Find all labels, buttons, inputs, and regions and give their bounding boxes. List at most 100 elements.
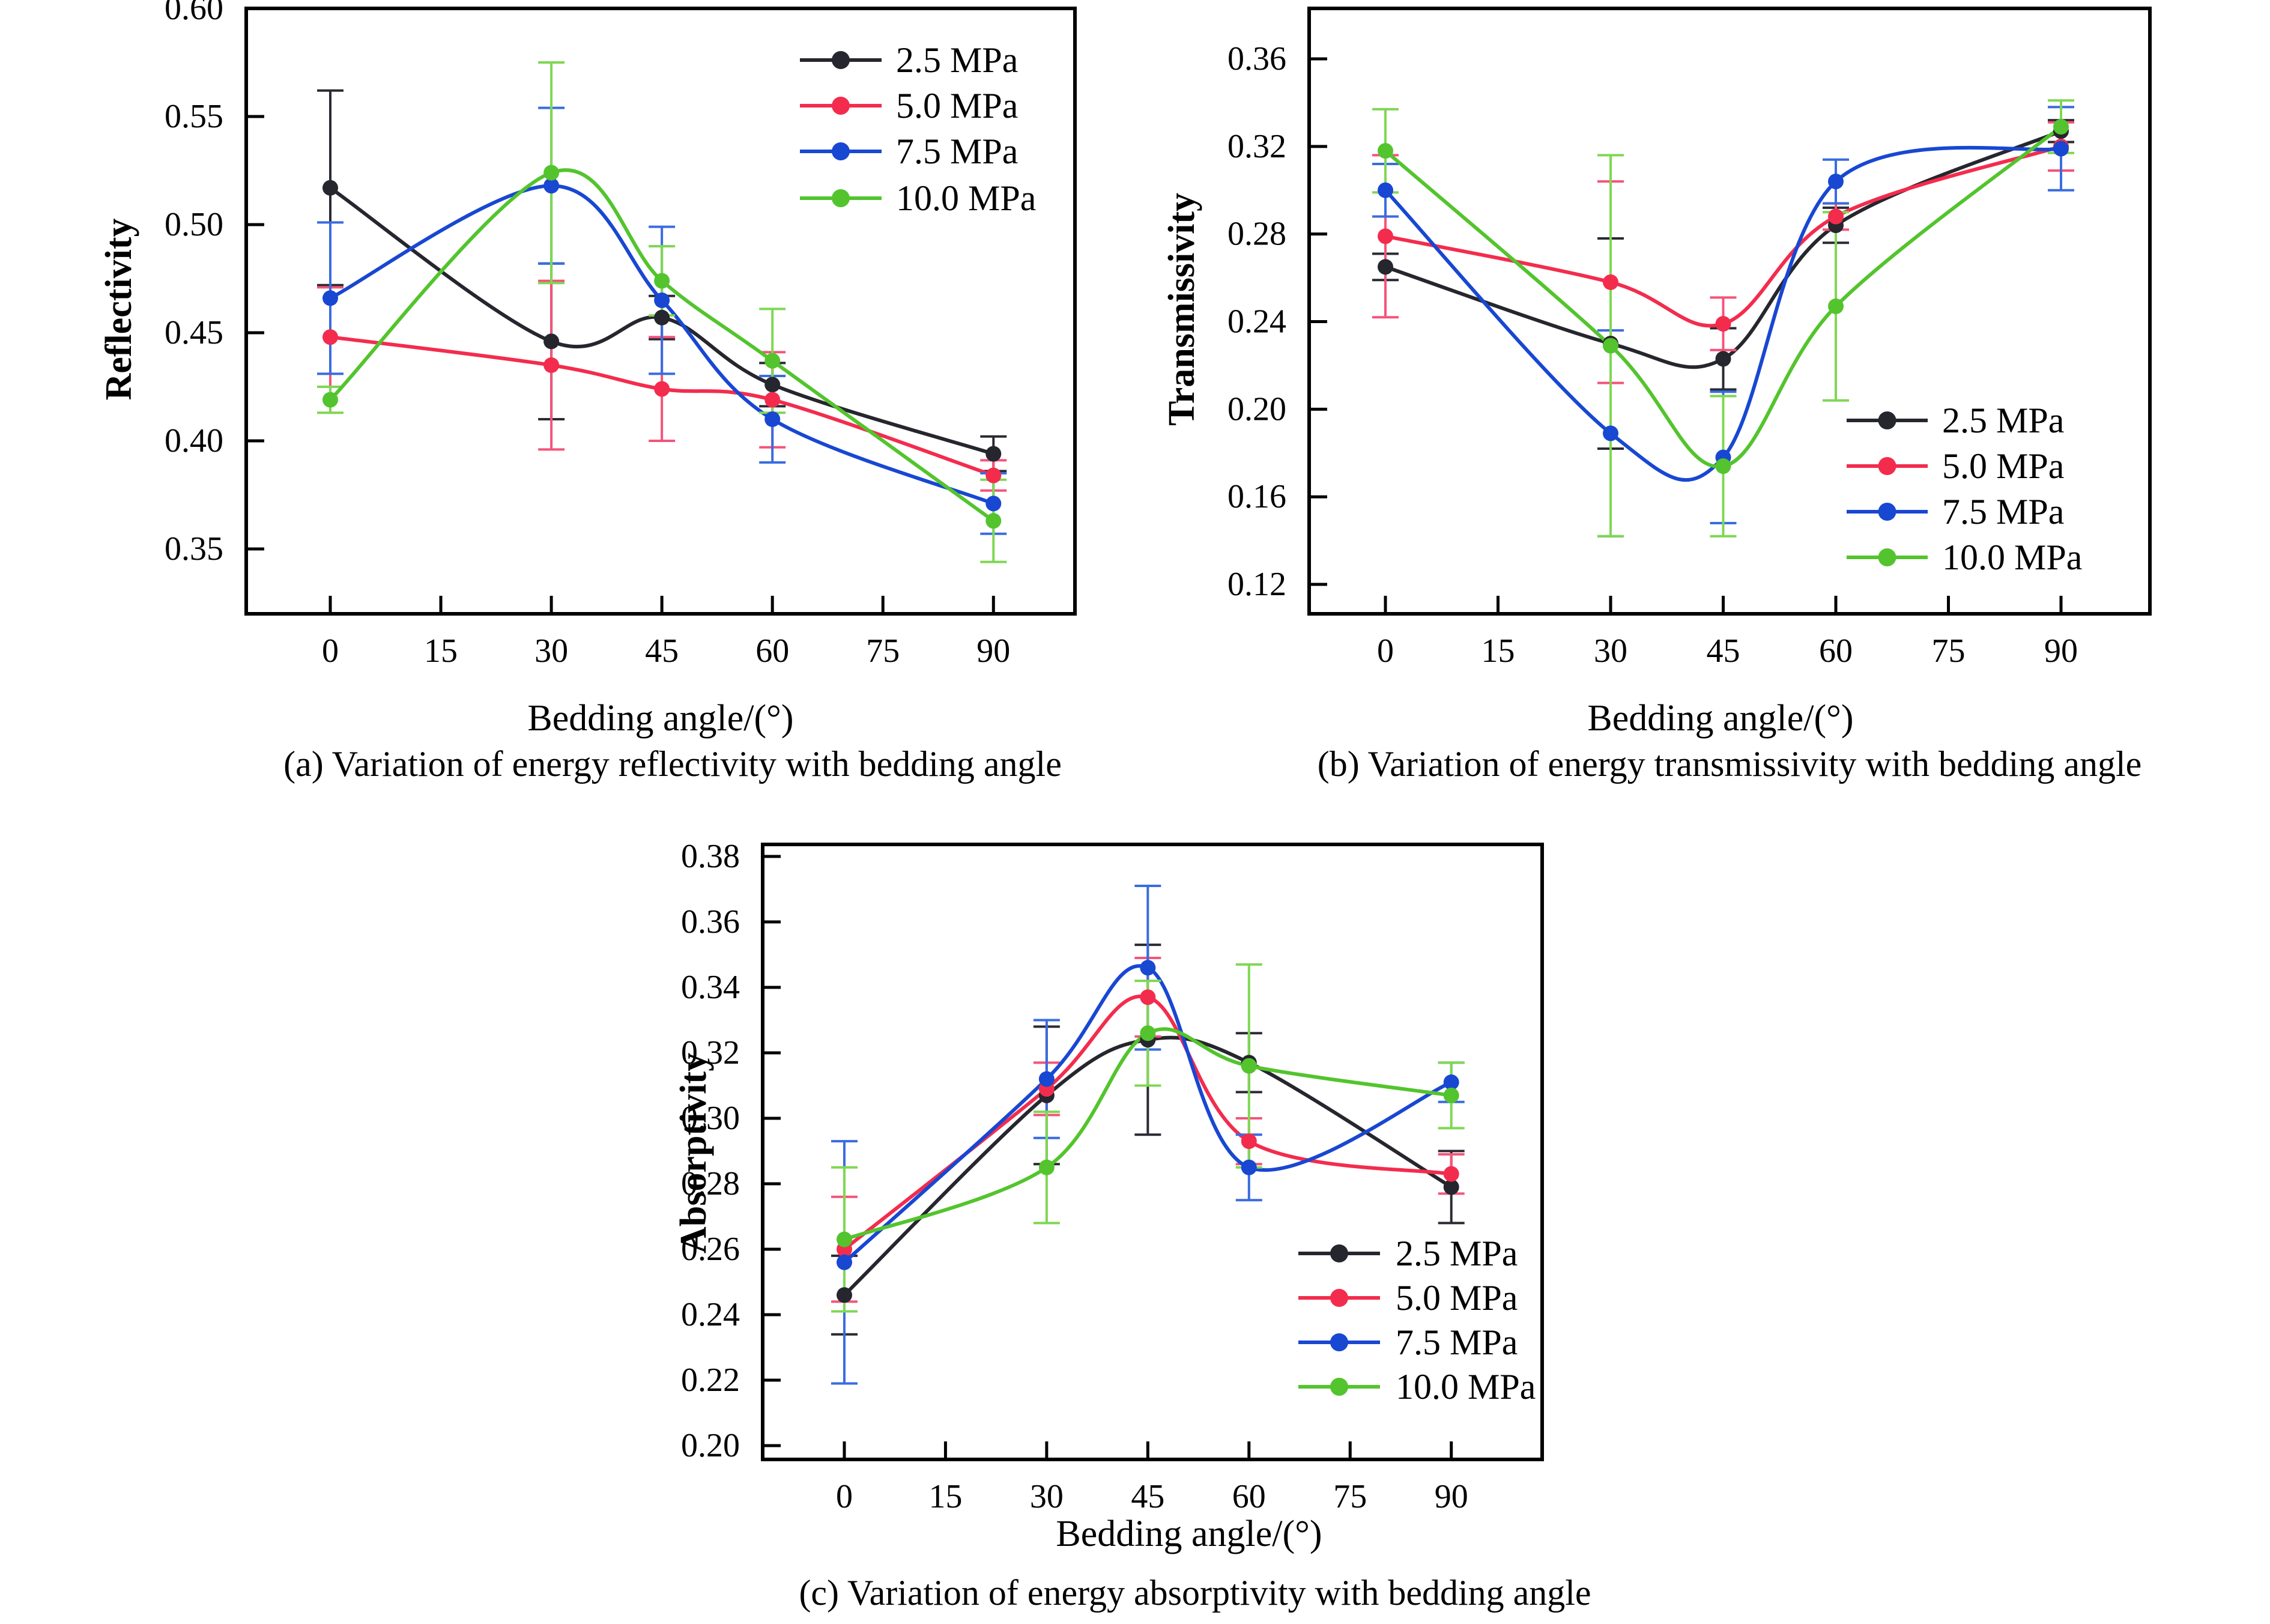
data-point-marker	[764, 411, 781, 427]
x-tick-label: 0	[836, 1478, 853, 1515]
data-point-marker	[837, 1254, 852, 1270]
legend-item-5.0-MPa: 5.0 MPa	[1298, 1278, 1518, 1318]
axis-box	[1307, 7, 2152, 616]
legend-item-7.5-MPa: 7.5 MPa	[800, 132, 1018, 171]
x-tick-label: 0	[322, 632, 339, 670]
legend-marker-icon	[1330, 1378, 1348, 1396]
data-point-marker	[1715, 316, 1731, 332]
y-tick-label: 0.20	[681, 1427, 740, 1464]
y-tick-label: 0.28	[1227, 216, 1286, 253]
series-10.0-MPa	[831, 963, 1465, 1313]
data-point-marker	[1603, 274, 1618, 290]
y-axis-label: Transmissivity	[1161, 193, 1202, 426]
data-point-marker	[837, 1231, 852, 1247]
series-markers-10.0-MPa	[322, 165, 1002, 529]
data-point-marker	[764, 392, 781, 408]
data-point-marker	[985, 495, 1002, 512]
x-tick-label: 75	[1932, 632, 1966, 670]
data-point-marker	[764, 353, 781, 369]
legend-marker-icon	[1878, 411, 1896, 429]
data-point-marker	[764, 377, 781, 393]
y-tick-label: 0.28	[681, 1165, 740, 1202]
legend-item-10.0-MPa: 10.0 MPa	[1847, 538, 2082, 577]
legend-label: 10.0 MPa	[1396, 1367, 1536, 1407]
data-point-marker	[322, 180, 338, 196]
legend-label: 5.0 MPa	[1396, 1278, 1518, 1318]
data-point-marker	[1378, 228, 1393, 244]
series-markers-2.5-MPa	[322, 180, 1002, 462]
y-tick-label: 0.36	[1227, 40, 1286, 77]
x-tick-label: 15	[928, 1478, 962, 1515]
data-point-marker	[322, 290, 338, 306]
x-tick-label: 30	[1030, 1478, 1064, 1515]
series-markers-5.0-MPa	[322, 329, 1002, 483]
x-tick-label: 75	[1333, 1478, 1367, 1515]
x-tick-label: 60	[1232, 1478, 1266, 1515]
data-point-marker	[1140, 960, 1156, 976]
legend-item-10.0-MPa: 10.0 MPa	[1298, 1367, 1536, 1407]
legend-label: 2.5 MPa	[1396, 1234, 1518, 1273]
legend-marker-icon	[1878, 548, 1896, 566]
data-point-marker	[1038, 1071, 1055, 1087]
legend-label: 7.5 MPa	[1396, 1323, 1518, 1362]
data-point-marker	[1828, 298, 1844, 314]
legend-marker-icon	[1878, 503, 1896, 521]
x-tick-label: 45	[645, 632, 679, 670]
x-tick-label: 15	[424, 632, 458, 670]
data-point-marker	[543, 333, 560, 350]
data-point-marker	[654, 273, 670, 289]
data-point-marker	[654, 381, 670, 397]
data-point-marker	[1828, 208, 1844, 225]
legend-item-2.5-MPa: 2.5 MPa	[1298, 1234, 1518, 1273]
series-5.0-MPa	[1372, 121, 2074, 384]
y-tick-label: 0.24	[1227, 303, 1286, 341]
legend-item-5.0-MPa: 5.0 MPa	[800, 86, 1018, 126]
y-tick-label: 0.45	[165, 314, 223, 351]
data-point-marker	[1038, 1159, 1055, 1175]
x-axis-label: Bedding angle/(°)	[1056, 1513, 1322, 1554]
legend-label: 2.5 MPa	[896, 40, 1018, 80]
data-point-marker	[322, 392, 338, 408]
y-tick-label: 0.12	[1227, 566, 1286, 603]
data-point-marker	[985, 446, 1002, 462]
legend-item-7.5-MPa: 7.5 MPa	[1847, 492, 2064, 532]
data-point-marker	[1603, 425, 1618, 441]
x-tick-label: 90	[1435, 1478, 1468, 1515]
data-point-marker	[1443, 1074, 1459, 1091]
series-line	[328, 168, 996, 523]
series-markers-7.5-MPa	[837, 960, 1459, 1270]
caption-chart-a: (a) Variation of energy reflectivity wit…	[283, 744, 1062, 784]
data-point-marker	[1443, 1087, 1459, 1103]
y-tick-label: 0.55	[165, 98, 223, 135]
x-tick-label: 15	[1482, 632, 1515, 670]
legend-marker-icon	[832, 189, 850, 207]
legend-label: 2.5 MPa	[1942, 401, 2064, 440]
y-tick-label: 0.60	[165, 0, 223, 27]
legend-label: 7.5 MPa	[896, 132, 1018, 171]
legend-marker-icon	[1330, 1244, 1348, 1262]
series-markers-7.5-MPa	[1378, 141, 2069, 465]
y-tick-label: 0.40	[165, 422, 223, 459]
data-point-marker	[2053, 119, 2069, 135]
y-tick-label: 0.32	[681, 1034, 740, 1071]
legend: 2.5 MPa 5.0 MPa 7.5 MPa 10.0 MPa	[800, 40, 1036, 218]
data-point-marker	[1140, 989, 1156, 1005]
data-point-marker	[1140, 1025, 1156, 1041]
legend-marker-icon	[1330, 1333, 1348, 1351]
legend-label: 7.5 MPa	[1942, 492, 2064, 532]
data-point-marker	[837, 1287, 852, 1303]
legend-marker-icon	[1878, 457, 1896, 475]
y-axis-label: Reflectivity	[98, 219, 139, 401]
axis-box	[761, 843, 1544, 1461]
series-markers-7.5-MPa	[322, 178, 1002, 512]
legend: 2.5 MPa 5.0 MPa 7.5 MPa 10.0 MPa	[1298, 1234, 1536, 1407]
data-point-marker	[1378, 259, 1393, 275]
data-point-marker	[1443, 1166, 1459, 1182]
data-point-marker	[1378, 143, 1393, 159]
data-point-marker	[1828, 174, 1844, 190]
legend-marker-icon	[832, 97, 850, 115]
x-tick-label: 90	[2044, 632, 2078, 670]
data-point-marker	[2053, 141, 2069, 157]
legend-marker-icon	[832, 142, 850, 160]
